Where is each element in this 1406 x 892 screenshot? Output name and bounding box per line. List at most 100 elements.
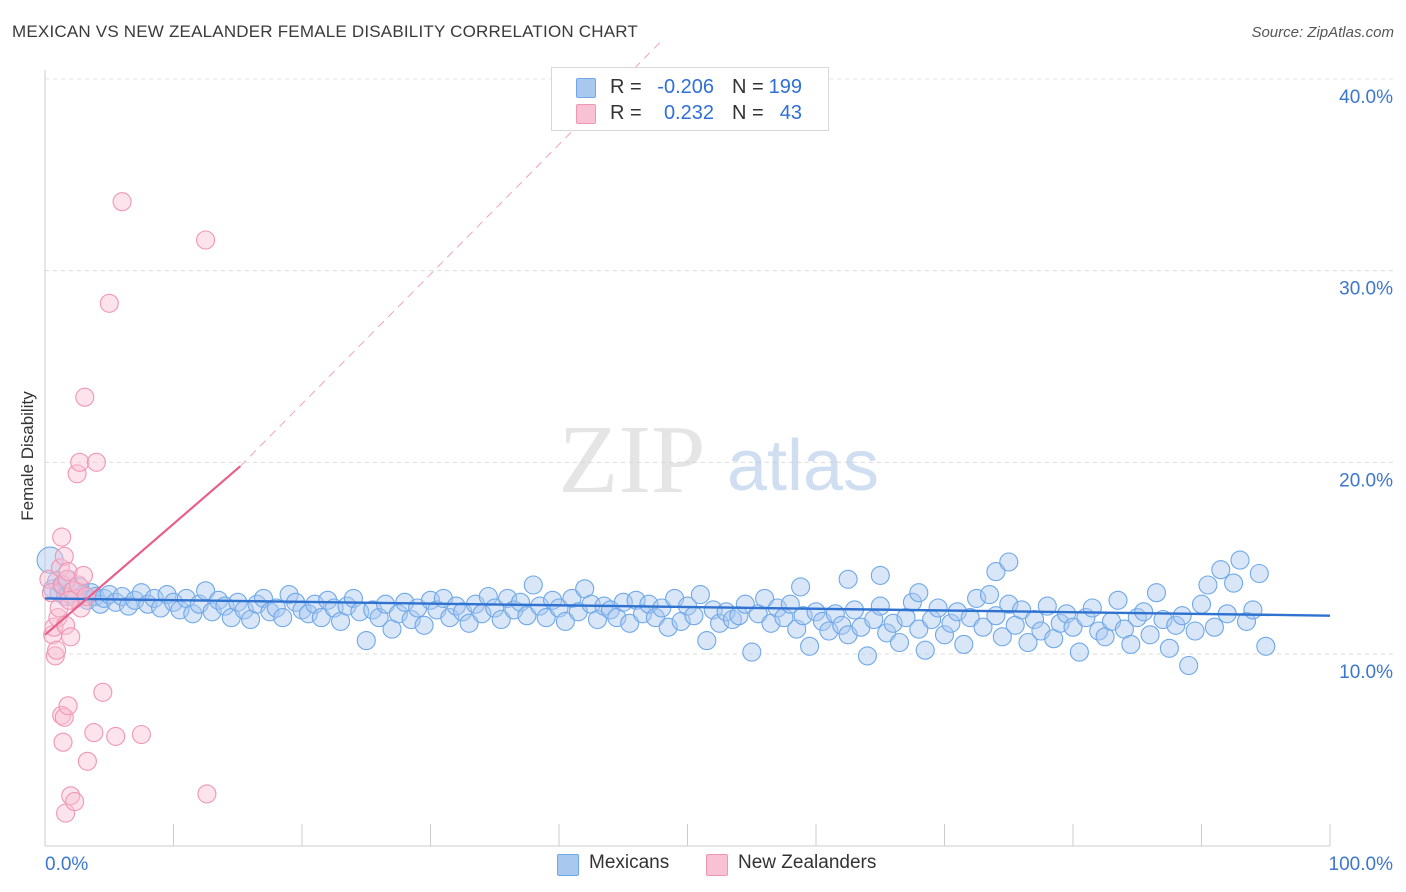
mexican-point (311, 608, 331, 628)
mexican-point (819, 621, 839, 641)
new-zealander-point (99, 293, 119, 313)
mexican-point (1063, 617, 1083, 637)
mexican-point (555, 611, 575, 631)
legend-label-new-zealanders: New Zealanders (738, 852, 877, 873)
new-zealander-point (197, 784, 217, 804)
new-zealander-point (41, 583, 61, 603)
mexican-point (986, 562, 1006, 582)
mexican-point (690, 585, 710, 605)
series-mexicans (36, 546, 1276, 676)
new-zealander-point (45, 646, 65, 666)
mexican-point (498, 588, 518, 608)
mexican-point (1069, 642, 1089, 662)
mexican-point (684, 606, 704, 626)
mexican-point (877, 623, 897, 643)
mexican-point (459, 613, 479, 633)
mexican-point (1249, 563, 1269, 584)
mexican-point (1140, 625, 1160, 645)
series-new-zealanders (39, 192, 217, 823)
new-zealanders-trend-extension (239, 40, 663, 467)
new-zealander-point (61, 627, 81, 647)
mexican-point (928, 598, 948, 618)
mexican-point (632, 604, 653, 624)
mexican-point (273, 608, 293, 628)
mexican-point (915, 640, 935, 660)
mexican-point (1204, 617, 1224, 637)
new-zealander-point (75, 387, 95, 407)
mexican-point (163, 592, 184, 612)
mexicans-swatch (576, 78, 596, 98)
new-zealander-point (52, 705, 72, 725)
mexican-point (870, 596, 890, 616)
mexican-point (1185, 621, 1205, 641)
mexican-point (279, 585, 299, 605)
axes (44, 70, 1331, 847)
mexican-point (800, 636, 820, 656)
r-value: -0.206 (657, 76, 714, 98)
mexican-point (1134, 602, 1154, 622)
watermark: ZIP atlas (559, 406, 880, 514)
stats-row-mexicans: R = -0.206 N = 199 (552, 75, 828, 101)
r-value: 0.232 (663, 102, 714, 124)
mexican-point (388, 604, 408, 624)
y-tick-label: 20.0% (1339, 470, 1393, 491)
mexican-point (183, 604, 203, 624)
mexican-point (1211, 560, 1231, 580)
n-value: 43 (779, 102, 802, 124)
mexican-point (36, 546, 64, 574)
mexican-point (967, 588, 987, 608)
watermark-atlas: atlas (727, 426, 879, 506)
new-zealanders-swatch (576, 104, 596, 124)
watermark-zip: ZIP (559, 406, 706, 514)
mexicans-legend-swatch (557, 854, 579, 876)
mexican-point (806, 602, 826, 622)
mexican-point (909, 619, 929, 639)
mexican-point (1191, 594, 1212, 614)
mexican-point (979, 585, 1000, 605)
mexican-point (934, 625, 955, 645)
mexican-point (1159, 638, 1179, 658)
mexican-point (536, 608, 556, 628)
mexican-point (144, 588, 164, 608)
new-zealander-point (58, 562, 78, 582)
mexican-point (298, 604, 318, 624)
source-label: Source: ZipAtlas.com (1251, 24, 1394, 41)
mexican-point (1050, 613, 1070, 633)
new-zealander-point (106, 726, 126, 746)
new-zealander-point (84, 723, 104, 743)
x-tick-label-max: 100.0% (1329, 854, 1394, 875)
y-tick-labels: 10.0% 20.0% 30.0% 40.0% (1339, 87, 1393, 683)
new-zealander-point (54, 546, 74, 566)
trend-lines (44, 40, 1331, 636)
mexican-point (1179, 655, 1199, 676)
mexican-point (517, 606, 537, 626)
new-zealander-point (86, 452, 106, 472)
new-zealander-point (58, 696, 78, 716)
mexican-point (1153, 609, 1173, 630)
mexican-point (999, 594, 1019, 614)
data-points (36, 192, 1276, 823)
mexican-point (1108, 590, 1128, 610)
new-zealander-point (54, 707, 74, 727)
new-zealander-point (65, 792, 85, 812)
mexican-point (960, 608, 980, 628)
new-zealander-point (93, 682, 113, 702)
new-zealanders-legend-swatch (706, 854, 728, 876)
mexican-point (266, 598, 286, 618)
mexican-point (491, 609, 511, 630)
mexican-point (1018, 632, 1038, 653)
stats-row-new-zealanders: R = 0.232 N = 43 (552, 101, 828, 127)
mexican-point (440, 608, 460, 628)
mexican-point (838, 569, 858, 589)
mexican-point (1012, 600, 1032, 620)
new-zealander-point (53, 732, 73, 752)
mexican-point (1224, 573, 1244, 593)
gridlines (45, 78, 1395, 655)
new-zealander-point (48, 608, 68, 628)
mexican-point (1236, 611, 1257, 631)
mexican-point (1230, 550, 1250, 570)
mexican-point (1243, 600, 1263, 620)
mexican-point (1172, 606, 1192, 626)
legend-label-mexicans: Mexicans (589, 852, 670, 873)
